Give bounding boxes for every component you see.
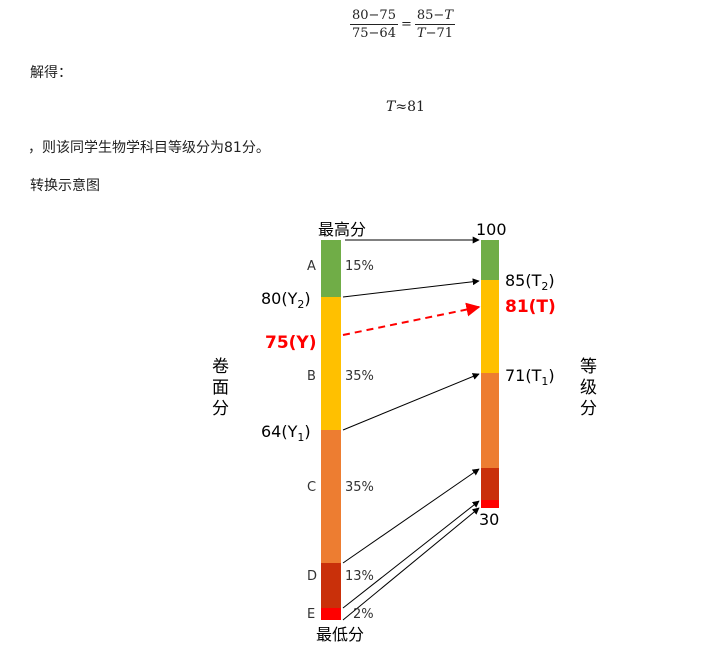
result-equation: T≈81 [386,99,425,115]
right-denominator: T−71 [415,25,455,41]
arrow-y1-t1 [342,373,480,431]
grade-pct-c: 35% [345,480,374,495]
conclusion-text: ，则该同学生物学科目等级分为81分。 [28,140,270,156]
grade-letter-a: A [307,259,316,274]
bottom-grade-value: 30 [479,510,499,529]
left-denominator: 75−64 [352,26,396,41]
right-fraction: 85−T T−71 [414,8,455,41]
right-numerator: 85−T [414,8,455,25]
t1-label-sub: 1 [541,375,548,388]
right-bar-segment-d [481,468,499,500]
grade-pct-e: 2% [353,607,374,622]
y2-label-main: 80(Y [261,289,298,308]
equals-sign: = [400,17,412,32]
left-bar-segment-a [321,240,341,297]
right-bar-segment-e [481,500,499,508]
grade-letter-d: D [307,569,317,584]
min-score-label: 最低分 [316,625,364,644]
t2-label-sub: 2 [541,280,548,293]
grade-letter-b: B [307,369,316,384]
grade-pct-b: 35% [345,369,374,384]
t-label: 81(T) [505,297,556,317]
arrow-min [342,507,480,621]
t2-label-main: 85(T [505,271,542,290]
y2-label-sub: 2 [297,298,304,311]
grade-pct-a: 15% [345,259,374,274]
right-bar-segment-c [481,373,499,468]
y2-label: 80(Y2) [261,289,311,311]
right-numerator-var: T [444,8,453,23]
grade-score-axis-label-1: 等 [580,357,597,377]
right-denominator-var: T [416,26,426,41]
right-numerator-text: 85− [416,8,445,23]
raw-score-axis-label-3: 分 [212,399,229,419]
interpolation-formula: 80−75 75−64 = 85−T T−71 [350,8,455,41]
grade-score-axis-label-2: 级 [580,378,597,398]
diagram-title: 转换示意图 [30,178,100,194]
solve-label: 解得： [30,65,72,81]
grade-score-axis-label-3: 分 [580,399,597,419]
right-denominator-text: −71 [425,26,453,41]
right-bar-segment-b [481,280,499,373]
right-bar-segment-a [481,240,499,280]
left-bar-segment-d [321,563,341,608]
t1-label: 71(T1) [505,366,555,388]
top-grade-value: 100 [476,220,507,239]
grade-letter-c: C [307,480,316,495]
y-label: 75(Y) [265,333,317,353]
raw-score-axis-label-2: 面 [212,378,229,398]
t1-label-main: 71(T [505,366,542,385]
left-bar-segment-e [321,608,341,620]
left-bar-segment-b [321,297,341,430]
y1-label: 64(Y1) [261,422,311,444]
max-score-label: 最高分 [318,220,366,239]
y1-label-main: 64(Y [261,422,298,441]
result-var: T [386,99,396,115]
arrow-c-d [342,468,480,564]
left-bar-segment-c [321,430,341,563]
y1-label-end: ) [304,422,310,441]
t2-label: 85(T2) [505,271,555,293]
y1-label-sub: 1 [297,431,304,444]
grade-letter-e: E [307,607,315,622]
raw-score-axis-label-1: 卷 [212,357,229,377]
arrow-y2-t2 [342,278,480,298]
left-fraction: 80−75 75−64 [350,8,398,41]
left-numerator: 80−75 [350,8,398,25]
t2-label-end: ) [548,271,554,290]
result-value: ≈81 [395,99,425,115]
y2-label-end: ) [304,289,310,308]
grade-pct-d: 13% [345,569,374,584]
arrow-y-t [342,302,481,336]
t1-label-end: ) [548,366,554,385]
arrow-d-e [342,500,480,609]
